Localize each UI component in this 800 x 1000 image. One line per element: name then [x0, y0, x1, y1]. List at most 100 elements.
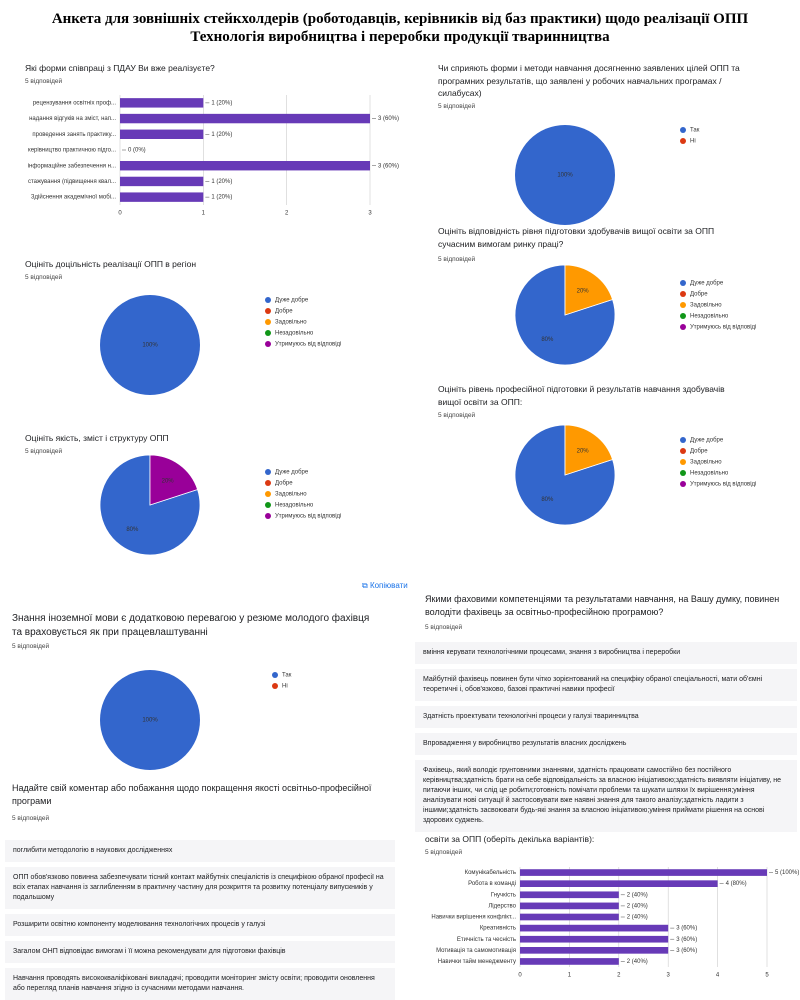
response-list: вміння керувати технологічними процесами… — [415, 642, 797, 832]
chart-subtitle: 5 відповідей — [12, 643, 50, 650]
slice-label: 80% — [541, 497, 554, 503]
category-label: Робота в команді — [468, 881, 516, 887]
category-label: рецензування освітніх проф... — [33, 100, 116, 106]
chart-subtitle: 5 відповідей — [438, 412, 476, 419]
legend-marker — [265, 491, 271, 497]
bar — [520, 891, 619, 899]
value-label: 1 (20%) — [211, 179, 232, 185]
value-label: 5 (100%) — [775, 870, 799, 876]
legend-marker — [680, 448, 686, 454]
legend-marker — [680, 481, 686, 487]
pie-slice — [149, 454, 199, 506]
bar — [120, 161, 370, 171]
value-label: 2 (40%) — [627, 903, 648, 909]
legend-label: Добре — [690, 449, 708, 455]
legend-label: Добре — [275, 309, 293, 315]
chart-subtitle: 5 відповідей — [425, 849, 463, 856]
legend-marker — [265, 469, 271, 475]
value-label: 3 (60%) — [676, 948, 697, 954]
legend-label: Дуже добре — [690, 438, 724, 444]
legend-marker — [680, 459, 686, 465]
bar — [520, 880, 718, 887]
legend-marker — [272, 683, 278, 689]
slice-label: 100% — [142, 718, 158, 724]
x-tick-label: 0 — [118, 211, 122, 217]
legend-label: Так — [690, 128, 700, 134]
category-label: надання відгуків на зміст, нап... — [29, 116, 116, 122]
legend-marker — [265, 502, 271, 508]
pie-slice — [100, 670, 200, 770]
slice-label: 20% — [577, 288, 590, 294]
bar — [120, 98, 204, 108]
chart-title: Оцініть рівень професійної підготовки й … — [438, 384, 725, 407]
value-label: 2 (40%) — [627, 892, 648, 898]
response-list: поглибити методологію в наукових дослідж… — [5, 840, 395, 1000]
response: Здатність проектувати технологічні проце… — [415, 706, 797, 728]
chart-title: Оцініть якість, зміст і структуру ОПП — [25, 433, 169, 443]
category-label: стажування (підвищення квал... — [28, 179, 116, 185]
legend-label: Незадовільно — [690, 314, 729, 320]
chart-subtitle: 5 відповідей — [438, 256, 476, 263]
bar — [120, 192, 204, 202]
response: Розширити освітню компоненту моделювання… — [5, 914, 395, 936]
legend-label: Так — [282, 673, 292, 679]
legend-marker — [265, 341, 271, 347]
slice-label: 20% — [162, 478, 175, 484]
bar — [520, 947, 669, 954]
legend-label: Утримуюсь від відповіді — [690, 325, 756, 331]
legend-marker — [680, 437, 686, 443]
pie-slice — [515, 125, 615, 225]
legend-marker — [680, 127, 686, 133]
category-label: Навички тайм менеджменту — [438, 958, 516, 965]
bar — [120, 129, 204, 139]
category-label: Мотивація та самомотивація — [436, 948, 516, 954]
chart-subtitle: 5 відповідей — [25, 274, 63, 281]
legend-marker — [272, 672, 278, 678]
x-tick-label: 3 — [368, 211, 372, 217]
response: Фахівець, який володіє грунтовними знанн… — [415, 760, 797, 832]
bar — [520, 958, 619, 965]
response: поглибити методологію в наукових дослідж… — [5, 840, 395, 862]
value-label: 1 (20%) — [211, 100, 232, 106]
chart-title: Оцініть відповідність рівня підготовки з… — [438, 226, 715, 249]
response: Майбутній фахівець повинен бути чітко зо… — [415, 669, 797, 701]
question-subtitle: 5 відповідей — [12, 815, 50, 822]
legend-label: Утримуюсь від відповіді — [275, 514, 341, 520]
legend-marker — [680, 324, 686, 330]
chart-title: Які форми співпраці з ПДАУ Ви вже реаліз… — [25, 63, 215, 73]
legend-marker — [265, 319, 271, 325]
pie-slice — [564, 424, 614, 476]
response: вміння керувати технологічними процесами… — [415, 642, 797, 664]
legend-label: Ні — [690, 139, 696, 145]
chart-title: Знання іноземної мови є додатковою перев… — [12, 613, 370, 638]
chart-subtitle: 5 відповідей — [25, 78, 63, 85]
legend-marker — [680, 138, 686, 144]
category-label: Етичність та чесність — [457, 937, 516, 943]
legend-label: Добре — [275, 481, 293, 487]
slice-label: 100% — [557, 173, 573, 179]
category-label: інформаційне забезпечення н... — [28, 162, 117, 169]
question-subtitle: 5 відповідей — [425, 624, 463, 631]
legend-marker — [680, 470, 686, 476]
pie-slice — [564, 264, 614, 316]
chart-title: Чи сприяють форми і методи навчання дося… — [438, 63, 740, 98]
category-label: Гнучкість — [491, 892, 516, 898]
category-label: проведення занять практику... — [32, 132, 116, 138]
legend-marker — [680, 313, 686, 319]
copy-button[interactable]: ⧉ Копіювати — [362, 581, 408, 590]
page-title: Анкета для зовнішніх стейкхолдерів (робо… — [51, 11, 749, 45]
legend-label: Ні — [282, 684, 288, 690]
x-tick-label: 5 — [765, 973, 769, 979]
legend-label: Задовільно — [690, 303, 722, 309]
copy-label[interactable]: Копіювати — [369, 581, 408, 590]
legend-label: Задовільно — [690, 460, 722, 466]
legend-label: Незадовільно — [275, 331, 314, 337]
x-tick-label: 1 — [568, 973, 572, 979]
x-tick-label: 2 — [617, 973, 621, 979]
value-label: 1 (20%) — [211, 195, 232, 201]
x-tick-label: 3 — [667, 973, 671, 979]
value-label: 4 (80%) — [726, 881, 747, 887]
x-tick-label: 2 — [285, 211, 289, 217]
